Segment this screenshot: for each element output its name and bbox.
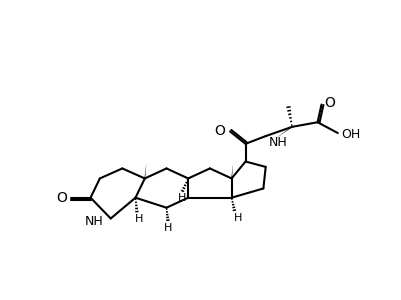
- Text: H: H: [164, 223, 172, 233]
- Text: NH: NH: [268, 136, 287, 149]
- Text: H: H: [134, 214, 142, 224]
- Text: O: O: [214, 124, 225, 139]
- Text: OH: OH: [341, 128, 360, 141]
- Polygon shape: [273, 127, 292, 140]
- Text: O: O: [56, 191, 67, 205]
- Text: H: H: [233, 213, 241, 223]
- Text: NH: NH: [85, 215, 103, 228]
- Polygon shape: [144, 163, 146, 178]
- Text: O: O: [323, 96, 334, 110]
- Polygon shape: [231, 163, 233, 178]
- Text: H: H: [177, 194, 186, 203]
